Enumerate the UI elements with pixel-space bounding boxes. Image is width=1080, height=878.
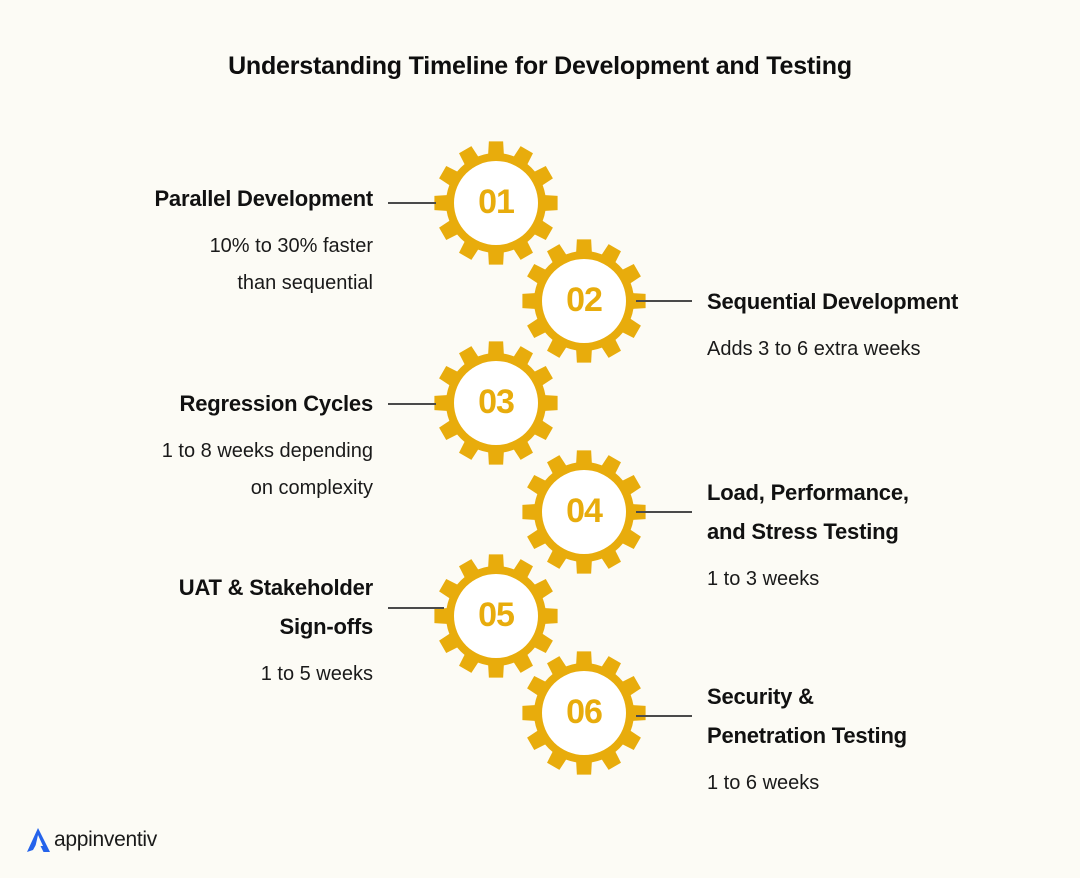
gear-icon [434,341,558,465]
step-description: 1 to 6 weeks [707,772,820,794]
step-03: Regression Cycles 1 to 8 weeks depending… [162,384,373,507]
gear-number-02: 02 [566,281,603,319]
connector-line-04 [636,511,692,513]
gear-number-01: 01 [478,183,515,221]
step-06: Security & Penetration Testing 1 to 6 wee… [707,677,907,802]
step-title: Load, Performance, and Stress Testing [707,480,909,544]
brand-logo: appinventiv [24,826,157,854]
connector-line-02 [636,300,692,302]
gear-number-03: 03 [478,383,515,421]
step-description: 1 to 8 weeks depending on complexity [161,440,373,499]
step-title: Sequential Development [707,289,959,314]
connector-line-01 [388,202,436,204]
gear-icon [434,554,558,678]
step-title: Regression Cycles [179,391,374,416]
gear-icon [522,450,646,574]
step-description: 1 to 3 weeks [707,568,820,590]
step-description: 1 to 5 weeks [260,663,373,685]
step-description: 10% to 30% faster than sequential [209,235,373,294]
step-01: Parallel Development 10% to 30% faster th… [154,179,373,302]
connector-line-05 [388,607,444,609]
gear-icon [522,239,646,363]
gear-number-04: 04 [566,492,603,530]
gear-number-05: 05 [478,596,515,634]
step-title: UAT & Stakeholder Sign-offs [178,575,373,639]
logo-text: appinventiv [54,828,157,851]
page-title: Understanding Timeline for Development a… [228,52,852,80]
step-title: Security & Penetration Testing [707,684,907,748]
connector-line-03 [388,403,436,405]
step-description: Adds 3 to 6 extra weeks [707,338,921,360]
appinventiv-a-icon [27,828,50,852]
connector-line-06 [636,715,692,717]
step-05: UAT & Stakeholder Sign-offs 1 to 5 weeks [179,568,373,693]
gear-icon [522,651,646,775]
gear-number-06: 06 [566,693,603,731]
step-04: Load, Performance, and Stress Testing 1 t… [707,473,909,598]
step-title: Parallel Development [154,186,373,211]
gear-icon [434,141,558,265]
step-02: Sequential Development Adds 3 to 6 extra… [707,282,958,368]
